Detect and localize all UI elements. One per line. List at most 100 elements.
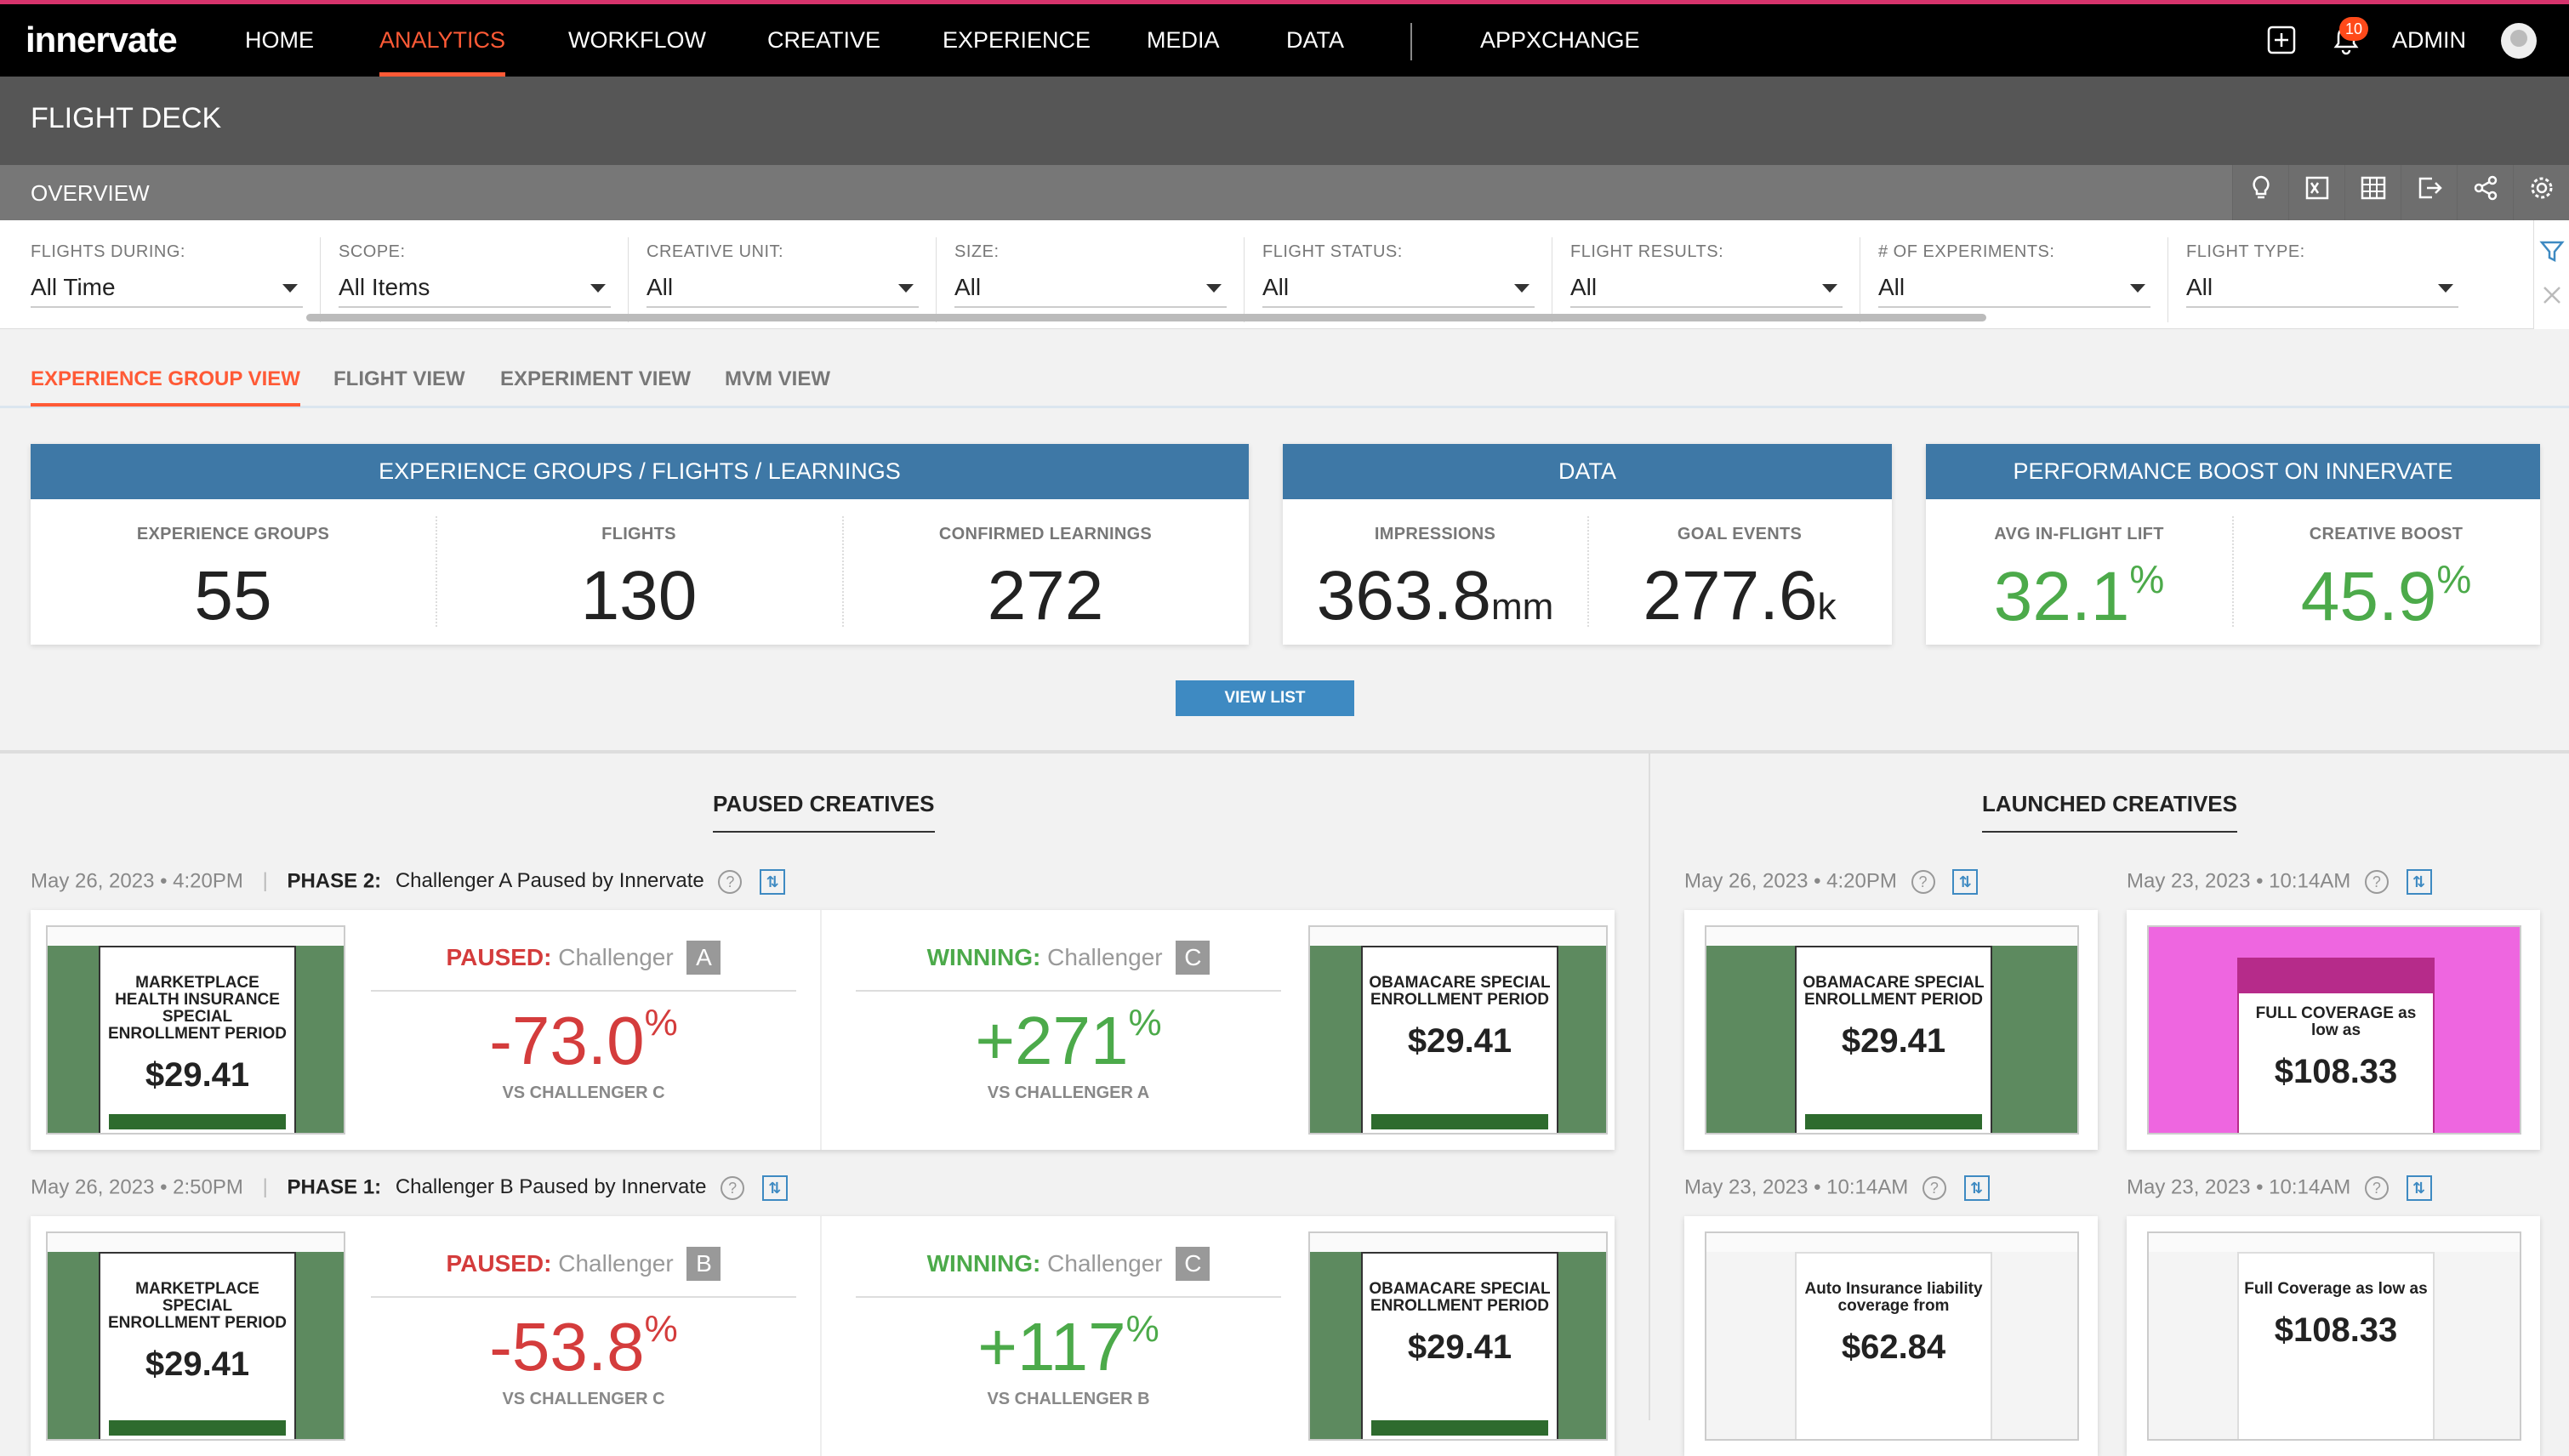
filter-select[interactable]: All <box>1570 274 1843 308</box>
filter-select[interactable]: All <box>1262 274 1535 308</box>
gear-icon[interactable] <box>2513 165 2569 220</box>
filter-flight-results[interactable]: FLIGHT RESULTS: All <box>1570 242 1843 308</box>
filter-creative-unit[interactable]: CREATIVE UNIT: All <box>647 242 919 308</box>
nav-workflow[interactable]: WORKFLOW <box>568 27 706 53</box>
tab-experience-group-view[interactable]: EXPERIENCE GROUP VIEW <box>31 367 300 407</box>
launched-creative-card[interactable]: FULL COVERAGE as low as $108.33 <box>2127 910 2540 1150</box>
ad-price: $108.33 <box>2274 1053 2398 1090</box>
paused-experiment-card[interactable]: MARKETPLACE SPECIAL ENROLLMENT PERIOD $2… <box>31 1216 1615 1456</box>
stat-divider <box>436 516 437 627</box>
filter-select[interactable]: All Time <box>31 274 303 308</box>
split-icon[interactable]: ⇅ <box>761 1175 788 1201</box>
nav-home[interactable]: HOME <box>245 27 314 53</box>
groups-flights-card: EXPERIENCE GROUPS / FLIGHTS / LEARNINGS … <box>31 444 1249 645</box>
ad-cta <box>1371 1114 1548 1129</box>
innervate-logo[interactable]: innervate <box>26 20 178 60</box>
filter-select[interactable]: All <box>2186 274 2458 308</box>
user-menu[interactable]: ADMIN <box>2392 27 2466 53</box>
page-title-bar: FLIGHT DECK <box>0 77 2569 165</box>
nav-creative[interactable]: CREATIVE <box>767 27 881 53</box>
card-divider <box>820 910 822 1150</box>
notification-badge: 10 <box>2339 17 2368 41</box>
stat-flights: FLIGHTS 130 <box>436 499 842 645</box>
filter-num-experiments[interactable]: # OF EXPERIMENTS: All <box>1878 242 2150 308</box>
creative-thumbnail[interactable]: FULL COVERAGE as low as $108.33 <box>2147 925 2521 1135</box>
nav-appxchange[interactable]: APPXCHANGE <box>1480 27 1640 53</box>
filter-flights-during[interactable]: FLIGHTS DURING: All Time <box>31 242 303 308</box>
avatar[interactable] <box>2501 23 2537 59</box>
help-icon[interactable]: ? <box>2364 870 2389 894</box>
share-icon[interactable] <box>2457 165 2513 220</box>
ad-headline: MARKETPLACE SPECIAL ENROLLMENT PERIOD <box>107 1280 288 1332</box>
tab-experiment-view[interactable]: EXPERIMENT VIEW <box>500 367 692 390</box>
stat-value: 45.9% <box>2300 557 2472 635</box>
help-icon[interactable]: ? <box>1911 870 1935 894</box>
result-label: PAUSED: Challenger B <box>354 1247 813 1281</box>
split-icon[interactable]: ⇅ <box>1952 869 1979 895</box>
nav-analytics[interactable]: ANALYTICS <box>379 4 506 77</box>
filter-scope[interactable]: SCOPE: All Items <box>339 242 611 308</box>
tab-mvm-view[interactable]: MVM VIEW <box>725 367 830 390</box>
add-icon[interactable] <box>2266 25 2297 55</box>
stat-creative-boost: CREATIVE BOOST 45.9% <box>2232 499 2540 645</box>
filter-size[interactable]: SIZE: All <box>954 242 1227 308</box>
help-icon[interactable]: ? <box>721 1176 745 1200</box>
help-icon[interactable]: ? <box>2364 1176 2389 1200</box>
lightbulb-icon[interactable] <box>2232 165 2288 220</box>
result-value: +271% <box>975 1002 1162 1078</box>
ad-headline: OBAMACARE SPECIAL ENROLLMENT PERIOD <box>1369 974 1551 1009</box>
filter-divider <box>936 237 937 322</box>
creative-thumbnail[interactable]: OBAMACARE SPECIAL ENROLLMENT PERIOD $29.… <box>1308 1231 1608 1441</box>
top-nav-bar: innervate HOME ANALYTICS WORKFLOW CREATI… <box>0 0 2569 77</box>
filter-select[interactable]: All <box>1878 274 2150 308</box>
filter-scrollbar[interactable] <box>306 314 1986 321</box>
filter-icon[interactable] <box>2539 239 2565 269</box>
performance-boost-card: PERFORMANCE BOOST ON INNERVATE AVG IN-FL… <box>1926 444 2540 645</box>
ad-price: $29.41 <box>145 1056 250 1094</box>
nav-divider <box>1410 23 1412 60</box>
help-icon[interactable]: ? <box>1922 1176 1946 1200</box>
stat-value: 55 <box>194 557 272 634</box>
launched-meta: May 23, 2023 • 10:14AM ? ⇅ <box>2127 1175 2432 1201</box>
result-rule <box>856 1296 1281 1298</box>
excel-icon[interactable] <box>2288 165 2344 220</box>
tab-flight-view[interactable]: FLIGHT VIEW <box>333 367 465 390</box>
filter-divider <box>628 237 629 322</box>
filter-flight-type[interactable]: FLIGHT TYPE: All <box>2186 242 2458 308</box>
ad-preview: Full Coverage as low as $108.33 <box>2237 1252 2435 1439</box>
launched-creative-card[interactable]: OBAMACARE SPECIAL ENROLLMENT PERIOD $29.… <box>1684 910 2098 1150</box>
creative-thumbnail[interactable]: Auto Insurance liability coverage from $… <box>1705 1231 2079 1441</box>
ad-headline: Auto Insurance liability coverage from <box>1804 1280 1983 1315</box>
creative-thumbnail[interactable]: Full Coverage as low as $108.33 <box>2147 1231 2521 1441</box>
filter-select[interactable]: All <box>954 274 1227 308</box>
table-icon[interactable] <box>2344 165 2401 220</box>
ad-header <box>1310 1233 1606 1252</box>
nav-media[interactable]: MEDIA <box>1147 27 1220 53</box>
creative-thumbnail[interactable]: MARKETPLACE SPECIAL ENROLLMENT PERIOD $2… <box>46 1231 345 1441</box>
clear-filter-icon[interactable] <box>2542 285 2562 310</box>
stat-label: FLIGHTS <box>601 525 676 543</box>
paused-result: PAUSED: Challenger A -73.0% VS CHALLENGE… <box>354 910 813 1103</box>
export-icon[interactable] <box>2401 165 2457 220</box>
launched-creative-card[interactable]: Full Coverage as low as $108.33 <box>2127 1216 2540 1456</box>
split-icon[interactable]: ⇅ <box>2406 869 2432 895</box>
result-value: -53.8% <box>489 1308 678 1385</box>
filter-select[interactable]: All <box>647 274 919 308</box>
creative-thumbnail[interactable]: MARKETPLACE HEALTH INSURANCE SPECIAL ENR… <box>46 925 345 1135</box>
nav-data[interactable]: DATA <box>1286 27 1345 53</box>
view-list-button[interactable]: VIEW LIST <box>1176 680 1354 716</box>
split-icon[interactable]: ⇅ <box>760 869 786 895</box>
paused-experiment-card[interactable]: MARKETPLACE HEALTH INSURANCE SPECIAL ENR… <box>31 910 1615 1150</box>
help-icon[interactable]: ? <box>718 870 743 894</box>
filter-select[interactable]: All Items <box>339 274 611 308</box>
stat-value: 363.8mm <box>1316 557 1554 634</box>
launched-creative-card[interactable]: Auto Insurance liability coverage from $… <box>1684 1216 2098 1456</box>
filter-flight-status[interactable]: FLIGHT STATUS: All <box>1262 242 1535 308</box>
split-icon[interactable]: ⇅ <box>1963 1175 1990 1201</box>
split-icon[interactable]: ⇅ <box>2406 1175 2432 1201</box>
result-value: -73.0% <box>489 1002 678 1078</box>
creative-thumbnail[interactable]: OBAMACARE SPECIAL ENROLLMENT PERIOD $29.… <box>1705 925 2079 1135</box>
creative-thumbnail[interactable]: OBAMACARE SPECIAL ENROLLMENT PERIOD $29.… <box>1308 925 1608 1135</box>
ad-headline: OBAMACARE SPECIAL ENROLLMENT PERIOD <box>1369 1280 1551 1315</box>
nav-experience[interactable]: EXPERIENCE <box>943 27 1091 53</box>
